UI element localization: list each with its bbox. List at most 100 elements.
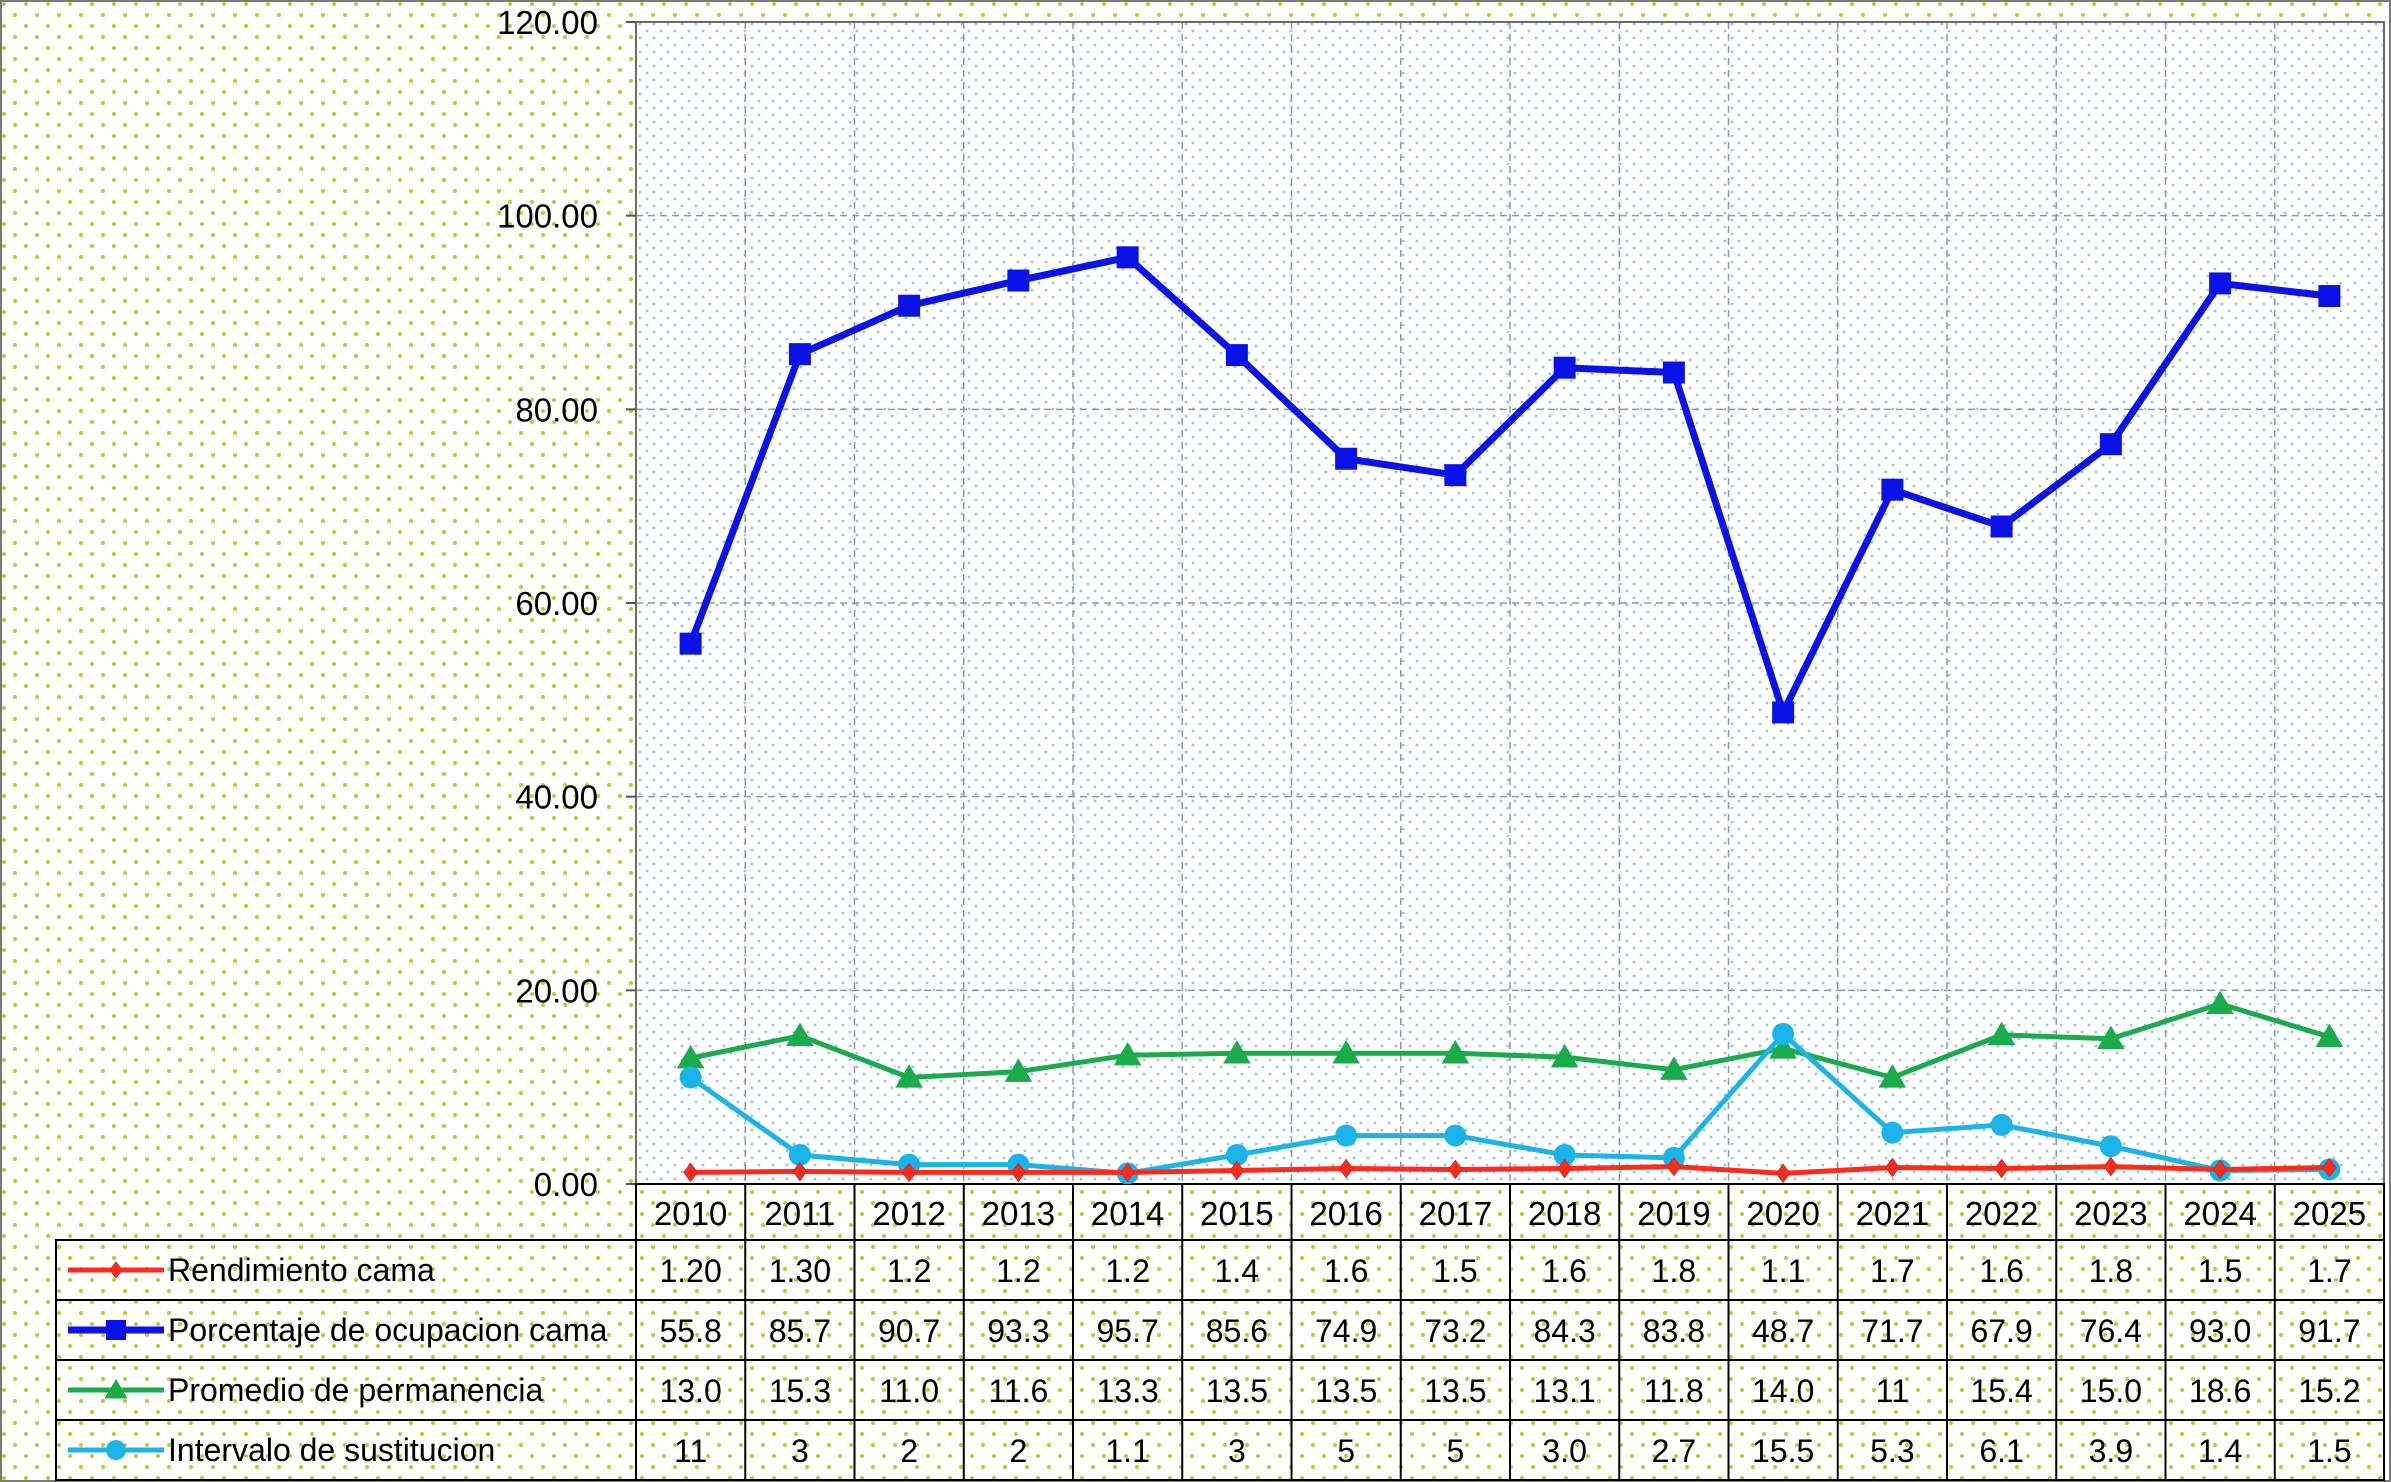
data-point xyxy=(1990,515,2013,538)
data-point xyxy=(895,1064,923,1088)
data-point xyxy=(1775,1163,1791,1184)
data-point xyxy=(2103,1156,2119,1177)
data-point xyxy=(679,632,702,655)
x-category-label: 2010 xyxy=(654,1195,727,1232)
y-tick-label: 120.00 xyxy=(497,4,598,41)
data-label: 5 xyxy=(1446,1433,1464,1469)
data-label: 1.30 xyxy=(769,1253,831,1289)
y-tick-label: 80.00 xyxy=(515,391,598,428)
data-point xyxy=(1011,1162,1026,1183)
data-label: 85.7 xyxy=(769,1313,831,1349)
x-category-label: 2015 xyxy=(1200,1195,1273,1232)
data-point xyxy=(1990,1113,2013,1136)
series-line-2 xyxy=(690,1001,2331,1080)
y-tick-label: 0.00 xyxy=(534,1166,598,1203)
data-point xyxy=(1769,1035,1797,1059)
data-label: 1.2 xyxy=(1105,1253,1149,1289)
data-label: 1.4 xyxy=(1215,1253,1259,1289)
data-label: 90.7 xyxy=(878,1313,940,1349)
data-label: 1.5 xyxy=(2198,1253,2242,1289)
data-point xyxy=(1113,1042,1142,1066)
data-label: 15.4 xyxy=(1970,1373,2032,1409)
legend-label: Intervalo de sustitucion xyxy=(168,1432,495,1468)
data-point xyxy=(1662,361,1685,384)
data-label: 1.7 xyxy=(2307,1253,2351,1289)
data-point xyxy=(683,1162,698,1183)
data-point xyxy=(1444,1124,1467,1147)
data-label: 48.7 xyxy=(1752,1313,1814,1349)
data-point xyxy=(1994,1158,2009,1179)
data-label: 1.6 xyxy=(1324,1253,1368,1289)
data-point xyxy=(1772,1022,1795,1045)
y-tick-label: 100.00 xyxy=(497,198,598,235)
y-tick-label: 20.00 xyxy=(515,972,598,1009)
data-point xyxy=(1116,246,1139,269)
data-table: 2010 2011 2012 2013 2014 2015 2016 2017 2018 2019… xyxy=(55,1183,2385,1481)
data-label: 1.4 xyxy=(2198,1433,2242,1469)
data-point xyxy=(2322,1157,2337,1178)
data-point xyxy=(2097,1025,2125,1049)
x-category-label: 2019 xyxy=(1637,1195,1710,1232)
data-label: 85.6 xyxy=(1206,1313,1268,1349)
series-line-3 xyxy=(689,1031,2330,1176)
x-category-label: 2014 xyxy=(1091,1195,1164,1232)
data-label: 3 xyxy=(1228,1433,1246,1469)
y-axis: 0.00 20.00 40.00 60.00 80.00 100.00 120.00 xyxy=(497,4,636,1203)
data-label: 13.1 xyxy=(1533,1373,1595,1409)
data-point xyxy=(788,343,811,366)
x-category-label: 2016 xyxy=(1309,1195,1382,1232)
data-point xyxy=(1120,1162,1135,1183)
data-label: 67.9 xyxy=(1970,1313,2032,1349)
data-label: 13.0 xyxy=(659,1373,721,1409)
x-category-label: 2012 xyxy=(872,1195,945,1232)
x-category-label: 2013 xyxy=(982,1195,1055,1232)
data-label: 84.3 xyxy=(1533,1313,1595,1349)
data-point xyxy=(898,294,921,317)
data-point xyxy=(1229,1160,1245,1181)
data-label: 11 xyxy=(1876,1373,1909,1409)
data-label: 15.5 xyxy=(1752,1433,1814,1469)
legend-marker-0 xyxy=(109,1261,123,1279)
x-category-label: 2022 xyxy=(1965,1195,2038,1232)
data-label: 18.6 xyxy=(2189,1373,2251,1409)
data-point xyxy=(1335,1124,1358,1147)
data-label: 1.1 xyxy=(1105,1433,1149,1469)
data-label: 1.2 xyxy=(887,1253,931,1289)
data-point xyxy=(679,1066,702,1089)
data-label: 11 xyxy=(674,1433,707,1469)
data-point xyxy=(2209,272,2232,295)
data-point xyxy=(792,1161,808,1182)
data-label: 2 xyxy=(900,1433,918,1469)
data-point xyxy=(1441,1040,1470,1064)
data-label: 93.3 xyxy=(987,1313,1049,1349)
y-tick-label: 60.00 xyxy=(515,585,598,622)
data-point xyxy=(1338,1158,1354,1179)
data-point xyxy=(2212,1159,2228,1180)
data-point xyxy=(788,1143,811,1166)
data-point xyxy=(676,1044,705,1069)
data-label: 1.7 xyxy=(1870,1253,1914,1289)
data-point xyxy=(1772,701,1795,724)
data-point xyxy=(1987,1021,2016,1046)
data-label: 1.1 xyxy=(1761,1253,1805,1289)
data-point xyxy=(2099,1135,2122,1158)
data-label: 15.2 xyxy=(2298,1373,2360,1409)
data-point xyxy=(1666,1156,1682,1177)
data-point xyxy=(2206,990,2234,1015)
data-label: 6.1 xyxy=(1979,1433,2023,1469)
data-point xyxy=(2099,433,2122,456)
data-label: 5.3 xyxy=(1870,1433,1914,1469)
data-label: 2.7 xyxy=(1652,1433,1696,1469)
data-label: 74.9 xyxy=(1315,1313,1377,1349)
data-point xyxy=(1553,1143,1576,1166)
x-category-label: 2024 xyxy=(2183,1195,2256,1232)
data-point xyxy=(1553,356,1576,379)
data-point xyxy=(1444,464,1467,487)
data-point xyxy=(786,1022,814,1047)
legend-label: Promedio de permanencia xyxy=(168,1372,544,1408)
data-label: 73.2 xyxy=(1424,1313,1486,1349)
legend-marker-2 xyxy=(104,1379,128,1399)
data-label: 13.5 xyxy=(1206,1373,1268,1409)
x-category-label: 2023 xyxy=(2074,1195,2147,1232)
